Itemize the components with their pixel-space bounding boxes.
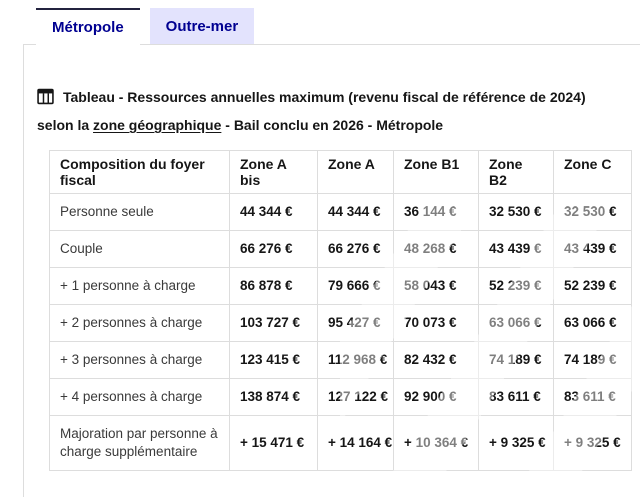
cell-value: 103 727 €: [229, 304, 318, 342]
cell-value: 83 611 €: [553, 378, 632, 416]
row-label: + 4 personnes à charge: [49, 378, 230, 416]
cell-value: 63 066 €: [478, 304, 554, 342]
column-header-zone-b1: Zone B1: [393, 150, 479, 194]
cell-value: 66 276 €: [317, 230, 394, 268]
tab-metropole[interactable]: Métropole: [36, 8, 140, 45]
title-line2-suffix: - Bail conclu en 2026 - Métropole: [221, 117, 444, 133]
cell-value: 138 874 €: [229, 378, 318, 416]
title-line2-prefix: selon la: [37, 117, 94, 133]
cell-value: 74 189 €: [553, 341, 632, 379]
table-row: Personne seule 44 344 € 44 344 € 36 144 …: [49, 193, 632, 231]
cell-value: 52 239 €: [478, 267, 554, 305]
column-header-zone-b2: Zone B2: [478, 150, 554, 194]
row-label: Couple: [49, 230, 230, 268]
cell-value: 36 144 €: [393, 193, 479, 231]
cell-value: 52 239 €: [553, 267, 632, 305]
cell-value: + 9 325 €: [478, 415, 554, 471]
column-header-zone-a-bis: Zone A bis: [229, 150, 318, 194]
cell-value: + 14 164 €: [317, 415, 394, 471]
resources-table: Composition du foyer fiscal Zone A bis Z…: [49, 150, 632, 471]
cell-value: 83 611 €: [478, 378, 554, 416]
cell-value: + 15 471 €: [229, 415, 318, 471]
tab-panel: Tableau - Ressources annuelles maximum (…: [23, 44, 640, 497]
cell-value: 66 276 €: [229, 230, 318, 268]
zone-geographique-link[interactable]: zone géographique: [93, 117, 222, 133]
cell-value: 32 530 €: [478, 193, 554, 231]
cell-value: 86 878 €: [229, 267, 318, 305]
table-row: + 1 personne à charge 86 878 € 79 666 € …: [49, 267, 632, 305]
table-row: + 4 personnes à charge 138 874 € 127 122…: [49, 378, 632, 416]
cell-value: 92 900 €: [393, 378, 479, 416]
cell-value: 43 439 €: [478, 230, 554, 268]
cell-value: + 10 364 €: [393, 415, 479, 471]
cell-value: 123 415 €: [229, 341, 318, 379]
cell-value: 32 530 €: [553, 193, 632, 231]
row-label: + 3 personnes à charge: [49, 341, 230, 379]
row-label: Personne seule: [49, 193, 230, 231]
cell-value: 112 968 €: [317, 341, 394, 379]
cell-value: 127 122 €: [317, 378, 394, 416]
table-icon: [37, 88, 54, 113]
cell-value: 79 666 €: [317, 267, 394, 305]
column-header-zone-a: Zone A: [317, 150, 394, 194]
title-line1: Tableau - Ressources annuelles maximum (…: [63, 89, 586, 105]
cell-value: 48 268 €: [393, 230, 479, 268]
cell-value: 44 344 €: [229, 193, 318, 231]
cell-value: 95 427 €: [317, 304, 394, 342]
tab-list: Métropole Outre-mer: [36, 8, 255, 45]
cell-value: 70 073 €: [393, 304, 479, 342]
table-row: + 3 personnes à charge 123 415 € 112 968…: [49, 341, 632, 379]
table-row: + 2 personnes à charge 103 727 € 95 427 …: [49, 304, 632, 342]
table-row: Majoration par personne à charge supplém…: [49, 415, 632, 471]
tab-outre-mer[interactable]: Outre-mer: [149, 8, 255, 44]
cell-value: 82 432 €: [393, 341, 479, 379]
cell-value: 58 043 €: [393, 267, 479, 305]
cell-value: 44 344 €: [317, 193, 394, 231]
column-header-composition: Composition du foyer fiscal: [49, 150, 230, 194]
cell-value: 43 439 €: [553, 230, 632, 268]
table-title: Tableau - Ressources annuelles maximum (…: [37, 85, 637, 138]
column-header-zone-c: Zone C: [553, 150, 632, 194]
row-label: + 2 personnes à charge: [49, 304, 230, 342]
cell-value: 74 189 €: [478, 341, 554, 379]
table-header-row: Composition du foyer fiscal Zone A bis Z…: [49, 150, 632, 194]
row-label: + 1 personne à charge: [49, 267, 230, 305]
table-row: Couple 66 276 € 66 276 € 48 268 € 43 439…: [49, 230, 632, 268]
row-label: Majoration par personne à charge supplém…: [49, 415, 230, 471]
cell-value: 63 066 €: [553, 304, 632, 342]
cell-value: + 9 325 €: [553, 415, 632, 471]
